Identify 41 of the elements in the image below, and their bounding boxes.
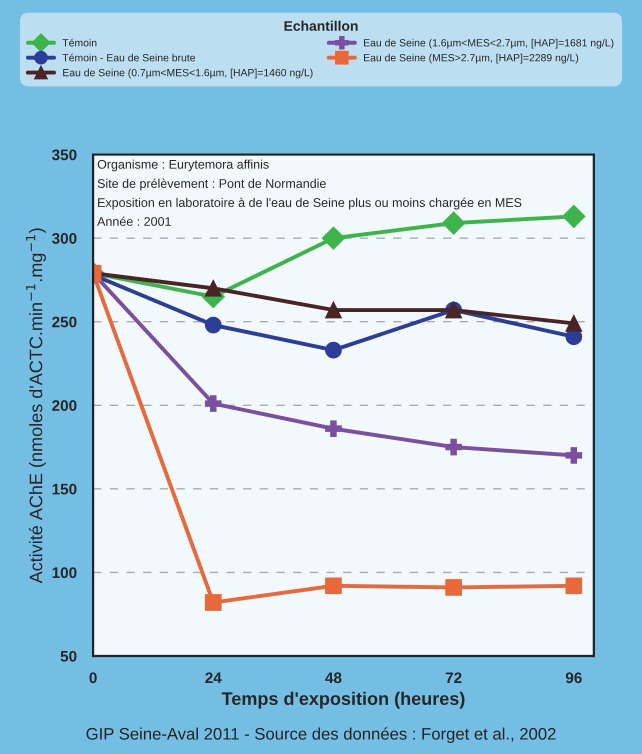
- point: [325, 342, 342, 358]
- y-tick-label: 150: [52, 484, 76, 495]
- y-tick-label: 350: [52, 149, 76, 160]
- x-tick-label: 0: [89, 672, 97, 684]
- y-tick-label: 50: [60, 650, 76, 662]
- legend-label: Eau de Seine (1.6µm<MES<2.7µm, [HAP]=1681 ng/L): [364, 38, 614, 49]
- annotation: Année : 2001: [97, 216, 171, 226]
- x-tick-label: 96: [566, 672, 582, 684]
- point: [445, 438, 462, 456]
- point: [325, 302, 342, 318]
- point: [325, 420, 342, 438]
- x-axis-title: Temps d'exposition (heures): [222, 692, 464, 709]
- point: [204, 395, 222, 412]
- legend-label: Eau de Seine (MES>2.7µm, [HAP]=2289 ng/L): [364, 54, 578, 64]
- y-tick-label: 200: [52, 400, 76, 411]
- annotation: Site de prélèvement : Pont de Normandie: [98, 178, 326, 190]
- point: [565, 315, 582, 332]
- point: [322, 226, 345, 250]
- point: [325, 577, 342, 594]
- point: [442, 212, 466, 235]
- text: GIP Seine-Aval 2011 - Source des données : Forget et al., 2002: [86, 727, 556, 744]
- y-tick-label: 300: [52, 233, 76, 244]
- y-axis-title: Activité AChE (nmoles d'ACTC.min$^{−1}$.mg$^{−1}$): [26, 228, 46, 584]
- annotation: Organisme : Eurytemora affinis: [98, 160, 269, 172]
- x-tick-label: 48: [325, 672, 342, 684]
- legend-title: Echantillon: [284, 20, 358, 31]
- legend-label: Témoin - Eau de Seine brute: [62, 54, 196, 62]
- y-tick-label: 250: [52, 316, 76, 328]
- x-tick-label: 72: [446, 672, 462, 684]
- point: [562, 204, 586, 228]
- point: [565, 447, 582, 464]
- point: [204, 316, 222, 334]
- y-tick-label: 100: [52, 567, 76, 578]
- legend-label: Eau de Seine (0.7µm<MES<1.6µm, [HAP]=1460 ng/L): [63, 68, 313, 78]
- point: [565, 577, 582, 594]
- x-tick-label: 24: [205, 672, 222, 684]
- point: [445, 579, 462, 596]
- annotation: Exposition en laboratoire à de l'eau de Seine plus ou moins chargée en MES: [98, 198, 522, 210]
- legend-label: Témoin: [62, 38, 96, 46]
- point: [204, 280, 222, 297]
- point: [204, 594, 222, 611]
